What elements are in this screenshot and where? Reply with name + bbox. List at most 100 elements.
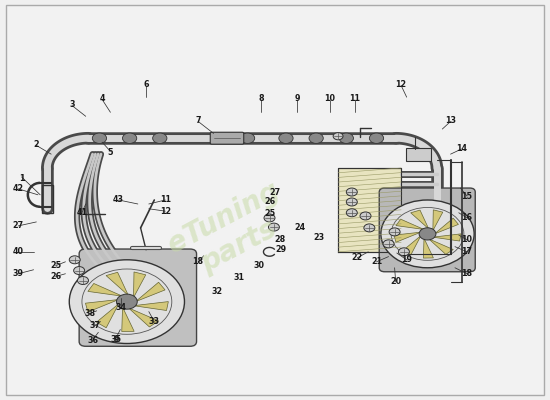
Circle shape (346, 209, 358, 217)
Text: 10: 10 (324, 94, 336, 103)
Circle shape (74, 266, 85, 274)
Polygon shape (88, 284, 123, 296)
Text: 35: 35 (111, 335, 122, 344)
Text: 26: 26 (50, 272, 61, 281)
Text: 43: 43 (113, 196, 124, 204)
Text: 13: 13 (445, 116, 456, 125)
Text: 17: 17 (461, 247, 472, 256)
Text: 41: 41 (76, 208, 87, 217)
Text: 28: 28 (275, 235, 286, 244)
Polygon shape (411, 210, 429, 229)
Polygon shape (134, 302, 168, 310)
Text: 40: 40 (13, 247, 24, 256)
Text: 6: 6 (144, 80, 149, 89)
Text: 9: 9 (113, 335, 119, 344)
Text: 14: 14 (456, 144, 467, 154)
Circle shape (339, 133, 354, 143)
Circle shape (346, 198, 358, 206)
Text: 25: 25 (50, 261, 61, 270)
Polygon shape (403, 236, 421, 255)
Text: 9: 9 (294, 94, 300, 103)
Polygon shape (429, 239, 453, 254)
Circle shape (381, 200, 474, 268)
Text: 39: 39 (13, 269, 24, 278)
Polygon shape (396, 219, 424, 230)
Circle shape (279, 133, 293, 143)
Circle shape (92, 133, 107, 143)
Circle shape (346, 188, 358, 196)
Text: 8: 8 (258, 94, 264, 103)
Text: 5: 5 (108, 148, 113, 157)
Text: 23: 23 (314, 233, 324, 242)
Text: 38: 38 (84, 309, 95, 318)
Circle shape (333, 133, 343, 140)
Polygon shape (106, 272, 128, 296)
Text: 2: 2 (34, 140, 39, 149)
Text: 4: 4 (100, 94, 105, 103)
Polygon shape (134, 272, 146, 298)
Polygon shape (434, 218, 459, 234)
Text: 16: 16 (461, 214, 472, 222)
Circle shape (389, 228, 400, 236)
Circle shape (383, 240, 394, 248)
Text: 21: 21 (371, 257, 382, 266)
Polygon shape (433, 210, 443, 231)
Circle shape (364, 224, 375, 232)
Circle shape (309, 133, 323, 143)
Circle shape (268, 223, 279, 231)
Circle shape (398, 248, 409, 256)
Text: 3: 3 (69, 100, 75, 109)
Polygon shape (394, 232, 421, 242)
Text: 33: 33 (149, 317, 160, 326)
Text: 37: 37 (90, 321, 101, 330)
Text: 18: 18 (192, 257, 204, 266)
Circle shape (240, 133, 255, 143)
Polygon shape (135, 282, 165, 302)
Circle shape (370, 133, 384, 143)
FancyBboxPatch shape (379, 188, 475, 272)
FancyBboxPatch shape (6, 5, 544, 395)
Text: 12: 12 (395, 80, 407, 89)
Text: 27: 27 (13, 222, 24, 230)
FancyBboxPatch shape (210, 132, 244, 144)
Circle shape (69, 256, 80, 264)
Circle shape (360, 212, 371, 220)
Text: 34: 34 (116, 303, 127, 312)
Text: 20: 20 (390, 277, 402, 286)
Text: 31: 31 (234, 273, 245, 282)
Circle shape (69, 260, 184, 344)
Text: 26: 26 (264, 198, 275, 206)
Text: 24: 24 (294, 224, 305, 232)
Text: 11: 11 (349, 94, 360, 103)
Text: 36: 36 (87, 336, 98, 345)
Text: 10: 10 (461, 235, 472, 244)
Text: 29: 29 (275, 245, 286, 254)
Text: 15: 15 (461, 192, 472, 200)
Text: 22: 22 (351, 253, 363, 262)
Circle shape (419, 228, 436, 240)
Polygon shape (85, 300, 119, 312)
Circle shape (123, 133, 137, 143)
Circle shape (117, 294, 138, 309)
Text: 25: 25 (264, 210, 275, 218)
Text: 1: 1 (19, 174, 24, 182)
Text: eTuning
parts: eTuning parts (163, 176, 300, 287)
Circle shape (264, 214, 275, 222)
FancyBboxPatch shape (405, 148, 431, 161)
Polygon shape (96, 304, 119, 328)
Text: 42: 42 (13, 184, 24, 193)
Polygon shape (433, 234, 461, 241)
Text: 27: 27 (270, 188, 280, 196)
Polygon shape (122, 307, 134, 332)
FancyBboxPatch shape (338, 168, 401, 252)
Polygon shape (424, 238, 433, 258)
FancyBboxPatch shape (79, 249, 196, 346)
Text: 11: 11 (160, 196, 171, 204)
Polygon shape (128, 308, 159, 327)
Text: 32: 32 (212, 287, 223, 296)
Text: 7: 7 (195, 116, 201, 125)
Text: 18: 18 (461, 269, 472, 278)
Circle shape (153, 133, 167, 143)
Text: 12: 12 (160, 207, 171, 216)
Text: 19: 19 (401, 255, 412, 264)
